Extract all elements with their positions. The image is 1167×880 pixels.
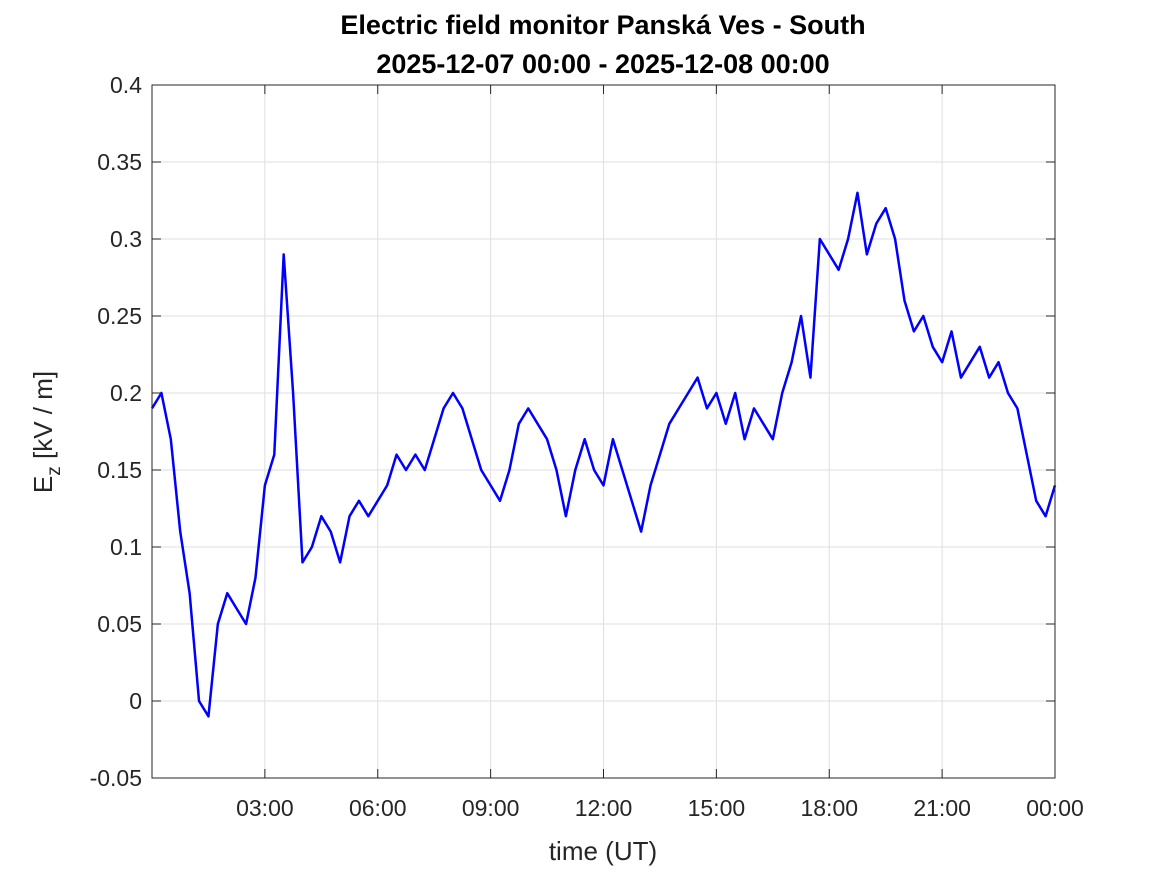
y-tick-label: 0.05: [97, 611, 142, 637]
y-axis-label: Ez [kV / m]: [28, 371, 65, 493]
chart-title: Electric field monitor Panská Ves - Sout…: [340, 10, 865, 40]
y-tick-label: 0.2: [110, 380, 142, 406]
x-tick-label: 09:00: [462, 795, 520, 821]
y-tick-label: 0.35: [97, 149, 142, 175]
x-tick-label: 00:00: [1026, 795, 1084, 821]
y-tick-label: 0: [129, 688, 142, 714]
x-tick-label: 21:00: [913, 795, 971, 821]
x-axis-label: time (UT): [549, 836, 657, 866]
y-tick-label: 0.1: [110, 534, 142, 560]
y-tick-label: 0.15: [97, 457, 142, 483]
y-tick-label: 0.4: [110, 72, 142, 98]
y-label-sub: z: [44, 466, 65, 476]
x-tick-label: 15:00: [688, 795, 746, 821]
x-tick-label: 18:00: [800, 795, 858, 821]
x-tick-label: 03:00: [236, 795, 294, 821]
y-tick-label: 0.3: [110, 226, 142, 252]
data-line: [150, 191, 1057, 718]
x-tick-label: 12:00: [575, 795, 633, 821]
y-label-main: E: [28, 476, 58, 493]
y-label-unit: [kV / m]: [28, 371, 58, 466]
y-tick-label: 0.25: [97, 303, 142, 329]
y-tick-label: -0.05: [90, 765, 142, 791]
plot-frame: [151, 84, 1056, 779]
chart-subtitle: 2025-12-07 00:00 - 2025-12-08 00:00: [376, 49, 829, 79]
x-tick-label: 06:00: [349, 795, 407, 821]
